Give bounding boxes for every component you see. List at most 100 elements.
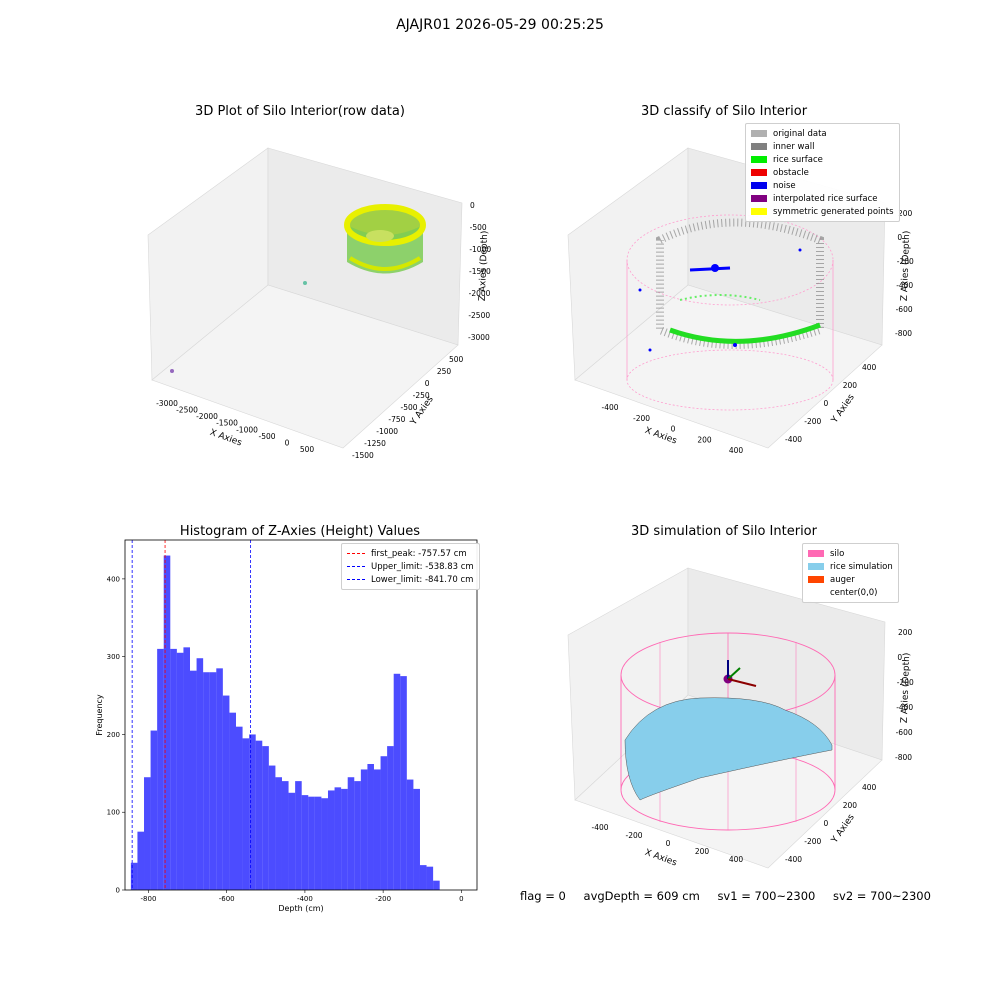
histogram-bar — [301, 795, 309, 890]
simulation-z-tick-label: -800 — [895, 753, 912, 762]
raw-y-tick-label: -500 — [401, 403, 418, 412]
simulation-z-axis-label: Z Axies (Depth) — [900, 653, 912, 724]
histogram-x-tick-label: -200 — [375, 895, 391, 903]
histogram-y-tick-label: 400 — [107, 575, 120, 583]
classify-x-tick-label: 0 — [671, 425, 676, 434]
classify-y-tick-label: 0 — [824, 399, 829, 408]
simulation-legend-label: rice simulation — [830, 561, 893, 572]
histogram-bar — [170, 648, 177, 890]
histogram-bar — [341, 788, 348, 890]
histogram-bar — [387, 746, 394, 890]
classify-y-tick-label: -400 — [785, 435, 802, 444]
raw-z-tick-label: -2500 — [468, 311, 490, 320]
classify-legend-swatch — [751, 169, 767, 176]
simulation-y-tick-label: 200 — [843, 801, 858, 810]
simulation-y-axis-label: Y Axies — [829, 812, 857, 845]
simulation-z-tick-label: 0 — [897, 653, 902, 662]
simulation-legend: silo rice simulation auger center(0,0) — [802, 543, 899, 603]
simulation-legend-item: auger — [808, 573, 893, 586]
histogram-bar — [229, 712, 236, 890]
histogram-bar — [354, 781, 361, 890]
classify-legend-swatch — [751, 156, 767, 163]
raw-point-cloud — [170, 204, 426, 373]
histogram-bar — [209, 672, 217, 890]
raw-x-tick-label: -2500 — [176, 406, 198, 415]
footer-stats: flag = 0 avgDepth = 609 cm sv1 = 700~230… — [520, 889, 945, 903]
raw-3d-plot: -3000-2500-2000-1500-1000-50005005002500… — [147, 147, 491, 460]
classify-y-tick-label: 400 — [862, 363, 877, 372]
classify-legend-label: noise — [773, 180, 796, 191]
simulation-rice-surface — [624, 697, 833, 801]
histogram-legend-swatch — [347, 566, 365, 567]
classify-x-tick-label: -200 — [633, 414, 650, 423]
histogram-bar — [400, 676, 407, 890]
classify-z-tick-label: -600 — [896, 305, 913, 314]
histogram-bar — [196, 658, 204, 890]
histogram-bar — [413, 788, 420, 890]
histogram-plot: -800 -600 -400 -200 0 0 100 200 300 400 Depth (c… — [95, 539, 478, 913]
classify-legend-item: original data — [751, 127, 894, 140]
histogram-legend-label: Lower_limit: -841.70 cm — [371, 574, 474, 585]
simulation-y-tick-label: -200 — [804, 837, 821, 846]
histogram-bar — [150, 730, 158, 890]
simulation-legend-swatch — [808, 550, 824, 557]
raw-y-tick-label: -750 — [388, 415, 405, 424]
classify-z-tick-label: -200 — [897, 257, 914, 266]
classify-x-tick-label: -400 — [601, 403, 618, 412]
histogram-bar — [288, 792, 296, 890]
histogram-y-tick-label: 100 — [107, 809, 120, 817]
raw-z-tick-label: -2000 — [469, 289, 491, 298]
classify-legend-swatch — [751, 143, 767, 150]
raw-z-tick-label: -1500 — [469, 267, 491, 276]
classify-x-tick-label: 400 — [729, 446, 744, 455]
classify-legend-swatch — [751, 182, 767, 189]
classify-legend-label: inner wall — [773, 141, 815, 152]
classify-3d-plot: -400-20002004004002000-200-4002000-200-4… — [567, 147, 914, 455]
simulation-auger-marker — [723, 660, 757, 687]
raw-x-tick-label: -1500 — [216, 419, 238, 428]
histogram-bar — [157, 648, 164, 890]
histogram-legend-swatch — [347, 553, 365, 554]
histogram-bar — [321, 798, 328, 890]
simulation-plot-title: 3D simulation of Silo Interior — [631, 524, 817, 539]
histogram-bar — [295, 781, 302, 890]
simulation-z-tick-label: -600 — [896, 728, 913, 737]
simulation-y-tick-label: 0 — [824, 819, 829, 828]
raw-x-tick-label: -500 — [258, 432, 275, 441]
histogram-bar — [268, 765, 276, 890]
histogram-legend-label: Upper_limit: -538.83 cm — [371, 561, 474, 572]
figure-title: AJAJR01 2026-05-29 00:25:25 — [396, 17, 604, 33]
classify-legend: original data inner wall rice surface obsta… — [745, 123, 900, 222]
classify-legend-swatch — [751, 208, 767, 215]
simulation-3d-plot: -400-20002004004002000-200-4002000-200-4… — [567, 567, 914, 869]
classify-legend-item: obstacle — [751, 166, 894, 179]
raw-x-tick-label: -2000 — [196, 412, 218, 421]
histogram-bar — [334, 787, 342, 890]
classify-y-axis-label: Y Axies — [829, 392, 857, 425]
simulation-legend-swatch — [808, 576, 824, 583]
simulation-x-tick-label: 400 — [729, 855, 744, 864]
simulation-y-tick-label: -400 — [785, 855, 802, 864]
histogram-legend: first_peak: -757.57 cm Upper_limit: -538.… — [341, 543, 480, 590]
classify-legend-swatch — [751, 130, 767, 137]
simulation-legend-swatch — [808, 563, 824, 570]
histogram-bar — [327, 790, 335, 890]
classify-legend-label: obstacle — [773, 167, 809, 178]
raw-z-tick-label: -1000 — [469, 245, 491, 254]
raw-y-tick-label: 500 — [449, 355, 464, 364]
histogram-legend-item: first_peak: -757.57 cm — [347, 547, 474, 560]
raw-y-tick-label: -250 — [413, 391, 430, 400]
histogram-y-axis-label: Frequency — [95, 694, 104, 736]
histogram-bar — [433, 880, 440, 890]
classify-point-cloud — [626, 214, 834, 411]
histogram-title: Histogram of Z-Axies (Height) Values — [179, 524, 421, 539]
raw-x-tick-label: -3000 — [156, 399, 178, 408]
simulation-z-tick-label: -400 — [896, 703, 913, 712]
histogram-bar — [183, 647, 191, 890]
histogram-bar — [406, 779, 414, 890]
histogram-bar — [137, 831, 145, 890]
histogram-bar — [281, 781, 289, 890]
simulation-x-tick-label: -400 — [591, 823, 608, 832]
raw-y-tick-label: 0 — [425, 379, 430, 388]
histogram-bar — [249, 734, 256, 890]
